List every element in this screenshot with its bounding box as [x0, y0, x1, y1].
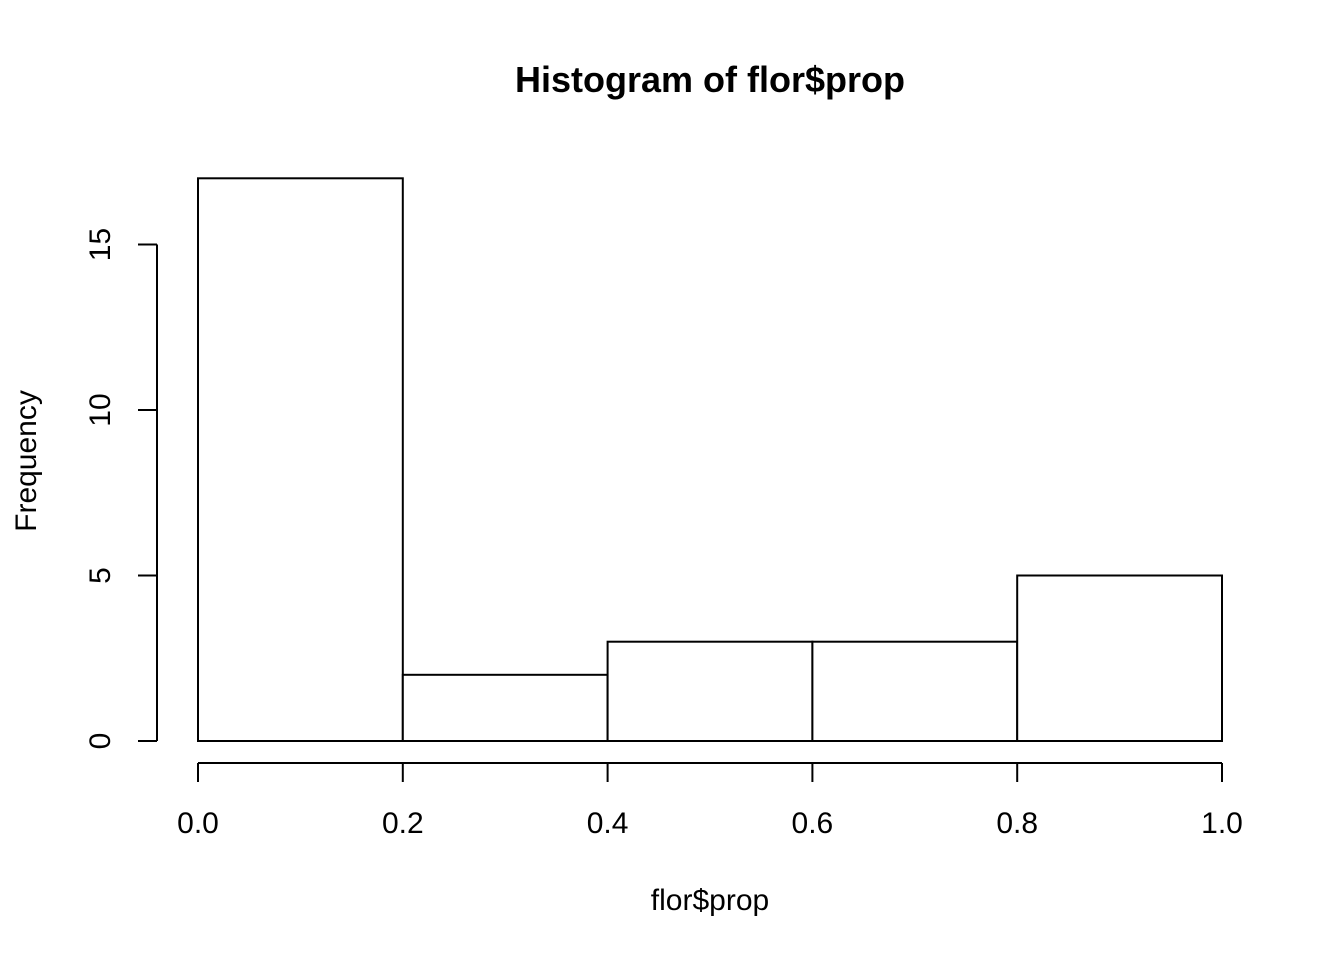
bars-layer	[197, 177, 1224, 743]
x-tick-label-2: 0.4	[587, 807, 629, 840]
histogram-bar-2	[606, 640, 814, 743]
x-axis-title: flor$prop	[651, 884, 769, 917]
x-tick-label-5: 1.0	[1201, 807, 1243, 840]
x-axis: 0.0 0.2 0.4 0.6 0.8 1.0	[177, 762, 1243, 840]
x-tick-label-3: 0.6	[792, 807, 834, 840]
x-tick-label-0: 0.0	[177, 807, 219, 840]
y-tick-label-0: 0	[84, 733, 117, 750]
y-tick-label-3: 15	[84, 228, 117, 261]
y-axis-title: Frequency	[10, 390, 43, 532]
y-tick-label-2: 10	[84, 393, 117, 426]
histogram-bar-0	[197, 177, 404, 743]
chart-title: Histogram of flor$prop	[515, 59, 905, 100]
histogram-bar-1	[401, 673, 609, 742]
histogram-bar-4	[1016, 574, 1224, 742]
x-tick-label-4: 0.8	[996, 807, 1038, 840]
y-tick-label-1: 5	[84, 567, 117, 584]
x-tick-label-1: 0.2	[382, 807, 424, 840]
y-axis: 0 5 10 15	[84, 228, 158, 750]
histogram-bar-3	[811, 640, 1019, 743]
